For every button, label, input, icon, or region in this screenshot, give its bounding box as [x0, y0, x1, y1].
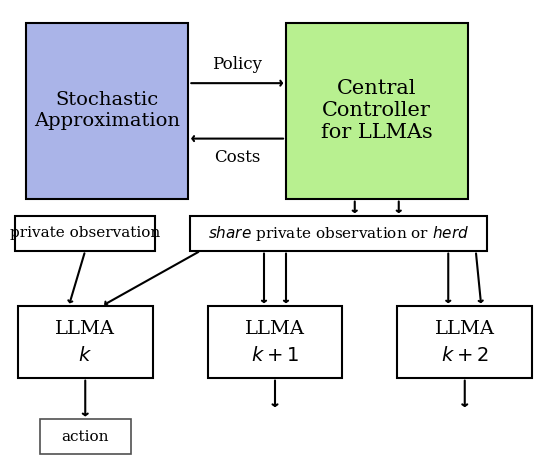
- FancyBboxPatch shape: [18, 306, 152, 378]
- Text: Costs: Costs: [214, 149, 260, 166]
- FancyBboxPatch shape: [40, 419, 131, 454]
- FancyBboxPatch shape: [26, 23, 188, 199]
- Text: $k+1$: $k+1$: [251, 346, 299, 365]
- Text: private observation: private observation: [10, 226, 161, 240]
- FancyBboxPatch shape: [15, 216, 155, 250]
- Text: LLMA: LLMA: [55, 320, 116, 338]
- Text: Policy: Policy: [212, 56, 262, 73]
- FancyBboxPatch shape: [286, 23, 468, 199]
- Text: LLMA: LLMA: [245, 320, 305, 338]
- Text: $k+2$: $k+2$: [441, 346, 488, 365]
- Text: Central
Controller
for LLMAs: Central Controller for LLMAs: [321, 79, 433, 142]
- Text: Stochastic
Approximation: Stochastic Approximation: [34, 91, 180, 130]
- Text: action: action: [62, 430, 109, 444]
- FancyBboxPatch shape: [208, 306, 342, 378]
- FancyBboxPatch shape: [190, 216, 487, 250]
- FancyBboxPatch shape: [397, 306, 532, 378]
- Text: LLMA: LLMA: [434, 320, 495, 338]
- Text: $k$: $k$: [78, 346, 92, 365]
- Text: $\mathit{share}$ private observation or $\mathit{herd}$: $\mathit{share}$ private observation or …: [208, 224, 469, 243]
